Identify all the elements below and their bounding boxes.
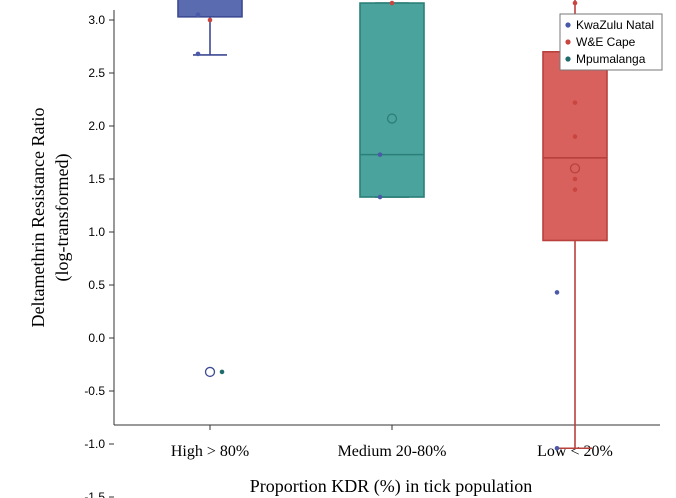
y-tick-label: 1.5: [88, 172, 105, 186]
y-tick-label: -1.5: [84, 490, 105, 498]
x-tick-label: High > 80%: [171, 443, 249, 460]
outlier-marker: [204, 366, 216, 378]
y-tick-label: 1.0: [88, 225, 105, 239]
box-iqr: [177, 0, 243, 18]
data-point: [207, 17, 213, 23]
data-point: [219, 369, 225, 375]
y-tick-label: 2.0: [88, 119, 105, 133]
data-point: [554, 290, 560, 295]
data-point: [572, 176, 578, 182]
plot-area: [113, 10, 660, 426]
box-2: [359, 2, 425, 198]
boxes-layer: [177, 0, 608, 450]
box-iqr: [359, 2, 425, 198]
data-point: [572, 100, 578, 105]
data-point: [377, 194, 383, 200]
box-iqr: [542, 50, 608, 242]
legend-frame: [559, 13, 663, 71]
x-axis: High > 80% Medium 20-80% Low < 20%: [171, 425, 613, 460]
legend-label: KwaZulu Natal: [576, 18, 654, 32]
data-point: [572, 187, 578, 192]
y-tick-label: 3.0: [88, 13, 105, 27]
legend-label: Mpumalanga: [576, 52, 646, 66]
mean-marker: [386, 113, 398, 124]
box-3: [542, 0, 608, 450]
data-point: [554, 445, 560, 451]
legend: KwaZulu Natal W&E Cape Mpumalanga: [559, 13, 663, 71]
points-layer: [195, 0, 578, 451]
data-point: [195, 51, 201, 57]
y-axis-title-line1: Deltamethrin Resistance Ratio: [28, 108, 48, 328]
data-point: [572, 0, 578, 6]
y-axis: 6.05.55.04.54.03.53.02.52.01.51.00.50.0-…: [84, 13, 114, 498]
data-point: [572, 134, 578, 139]
y-tick-label: 0.0: [88, 331, 105, 345]
data-point: [195, 12, 201, 17]
data-point: [389, 0, 395, 6]
y-tick-label: 0.5: [88, 278, 105, 292]
y-tick-label: -1.0: [84, 437, 105, 451]
y-axis-title: Deltamethrin Resistance Ratio (log-trans…: [28, 108, 73, 328]
legend-marker: [565, 39, 571, 45]
y-tick-label: 2.5: [88, 66, 105, 80]
y-axis-title-line2: (log-transformed): [52, 154, 73, 282]
x-axis-title: Proportion KDR (%) in tick population: [250, 476, 532, 497]
legend-label: W&E Cape: [576, 35, 636, 49]
mean-marker: [569, 163, 581, 174]
legend-marker: [565, 56, 571, 62]
y-tick-label: -0.5: [84, 384, 105, 398]
box-1: [177, 0, 243, 378]
legend-marker: [565, 22, 571, 28]
x-tick-label: Medium 20-80%: [338, 443, 447, 460]
data-point: [377, 152, 383, 157]
